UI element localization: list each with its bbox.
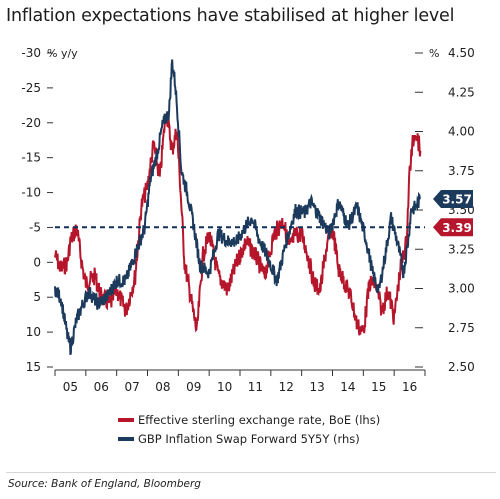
source-note: Source: Bank of England, Bloomberg: [8, 478, 201, 490]
legend-label: Effective sterling exchange rate, BoE (l…: [138, 413, 380, 427]
footer-divider: [6, 472, 496, 473]
left-tick-label: 5: [33, 290, 41, 304]
right-tick-label: 2.50: [448, 360, 475, 374]
x-tick-label: 08: [155, 380, 170, 394]
x-tick-label: 09: [186, 380, 201, 394]
right-tick-label: 2.75: [448, 321, 475, 335]
left-tick-label: -30: [21, 46, 41, 60]
right-tick-label: 4.50: [448, 46, 475, 60]
right-tick-label: 3.25: [448, 242, 475, 256]
legend-label: GBP Inflation Swap Forward 5Y5Y (rhs): [138, 432, 360, 446]
left-tick-label: 10: [26, 325, 41, 339]
end-label-value: 3.57: [442, 193, 472, 207]
end-label-3.39: 3.39: [433, 218, 473, 237]
x-tick-label: 16: [402, 380, 417, 394]
left-tick-label: 15: [26, 360, 41, 374]
x-tick-label: 14: [340, 380, 355, 394]
left-axis: -30 -25 -20 -15 -10 -5 0 5 10 15 % y/y: [21, 46, 78, 374]
right-tick-label: 3.75: [448, 164, 475, 178]
x-tick-label: 07: [124, 380, 139, 394]
x-tick-label: 12: [279, 380, 294, 394]
right-tick-label: 4.25: [448, 85, 475, 99]
left-tick-label: 0: [33, 255, 41, 269]
series-line-swap: [54, 59, 421, 356]
series-layer: [54, 59, 425, 356]
left-tick-label: -15: [21, 151, 41, 165]
left-tick-label: -25: [21, 81, 41, 95]
series-line-sterling: [54, 112, 422, 336]
legend: Effective sterling exchange rate, BoE (l…: [118, 413, 380, 446]
chart-title: Inflation expectations have stabilised a…: [6, 6, 455, 26]
x-axis: 05 06 07 08 09 10 11 12 13 14 15 16: [54, 369, 426, 394]
right-axis-label: %: [429, 47, 439, 60]
x-tick-label: 13: [309, 380, 324, 394]
left-tick-label: -5: [29, 220, 41, 234]
end-label-3.57: 3.57: [433, 190, 473, 209]
x-tick-label: 06: [94, 380, 109, 394]
left-tick-label: -20: [21, 116, 41, 130]
left-axis-label: % y/y: [47, 47, 78, 60]
end-label-tag: [433, 190, 473, 209]
right-tick-label: 3.00: [448, 282, 475, 296]
right-tick-label: 4.00: [448, 125, 475, 139]
right-axis: 4.504.254.003.753.503.253.002.752.50%: [415, 46, 475, 374]
left-tick-label: -10: [21, 186, 41, 200]
x-tick-label: 15: [371, 380, 386, 394]
x-tick-label: 05: [63, 380, 78, 394]
x-tick-label: 11: [248, 380, 263, 394]
end-label-value: 3.39: [442, 221, 472, 235]
x-tick-label: 10: [217, 380, 232, 394]
end-labels: 3.57 3.39: [433, 190, 473, 237]
end-label-tag: [433, 218, 473, 237]
